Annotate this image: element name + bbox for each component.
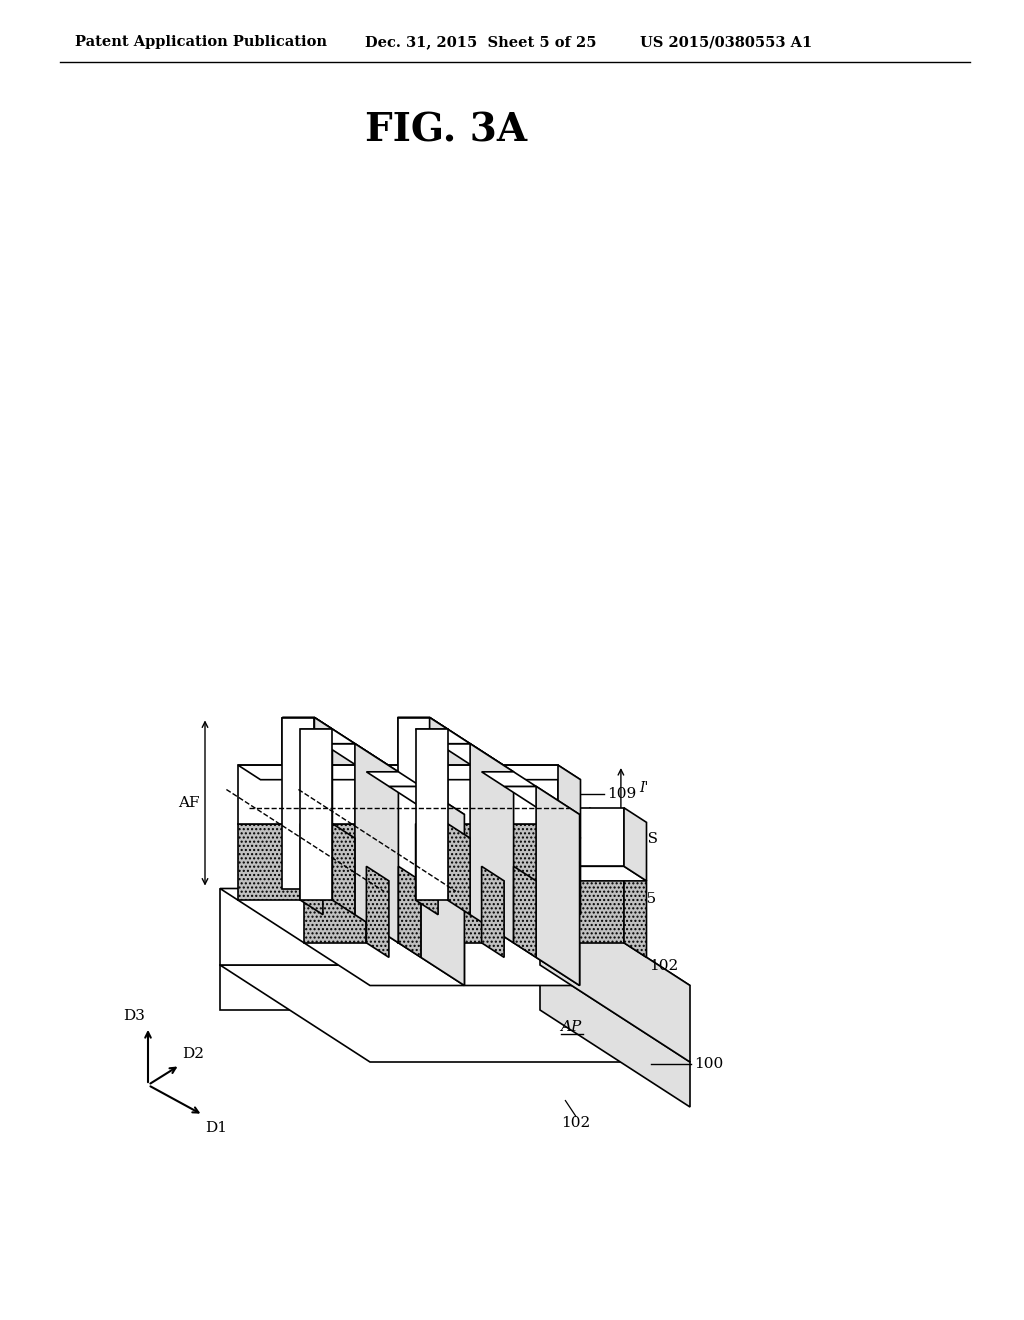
Polygon shape bbox=[333, 824, 416, 900]
Text: 102: 102 bbox=[561, 1117, 591, 1130]
Polygon shape bbox=[283, 718, 314, 888]
Text: 100: 100 bbox=[694, 1057, 724, 1072]
Polygon shape bbox=[397, 718, 447, 729]
Polygon shape bbox=[220, 888, 690, 986]
Polygon shape bbox=[333, 824, 355, 915]
Polygon shape bbox=[421, 787, 465, 986]
Polygon shape bbox=[624, 808, 646, 880]
Polygon shape bbox=[367, 866, 389, 957]
Polygon shape bbox=[220, 965, 690, 1063]
Polygon shape bbox=[304, 808, 624, 866]
Polygon shape bbox=[367, 772, 421, 787]
Polygon shape bbox=[355, 743, 398, 942]
Polygon shape bbox=[220, 888, 540, 965]
Polygon shape bbox=[304, 866, 367, 942]
Polygon shape bbox=[283, 718, 333, 729]
Text: I: I bbox=[321, 804, 327, 818]
Polygon shape bbox=[238, 824, 581, 838]
Polygon shape bbox=[558, 824, 581, 915]
Text: D2: D2 bbox=[182, 1047, 204, 1061]
Polygon shape bbox=[398, 866, 421, 957]
Polygon shape bbox=[514, 866, 537, 957]
Polygon shape bbox=[398, 866, 481, 942]
Text: SGS: SGS bbox=[626, 832, 658, 846]
Polygon shape bbox=[304, 866, 646, 880]
Polygon shape bbox=[314, 718, 333, 900]
Polygon shape bbox=[540, 965, 690, 1107]
Polygon shape bbox=[624, 866, 646, 957]
Polygon shape bbox=[397, 718, 430, 888]
Polygon shape bbox=[416, 729, 470, 743]
Polygon shape bbox=[220, 965, 540, 1010]
Text: II: II bbox=[296, 846, 306, 861]
Polygon shape bbox=[416, 729, 447, 900]
Polygon shape bbox=[397, 718, 580, 814]
Text: AF: AF bbox=[178, 796, 200, 810]
Polygon shape bbox=[389, 787, 465, 814]
Polygon shape bbox=[238, 766, 558, 824]
Polygon shape bbox=[283, 718, 314, 888]
Text: III': III' bbox=[534, 850, 554, 865]
Polygon shape bbox=[438, 743, 514, 772]
Polygon shape bbox=[238, 766, 581, 780]
Polygon shape bbox=[323, 743, 398, 772]
Polygon shape bbox=[447, 824, 558, 900]
Polygon shape bbox=[304, 866, 646, 880]
Polygon shape bbox=[537, 787, 580, 986]
Text: Dec. 31, 2015  Sheet 5 of 25: Dec. 31, 2015 Sheet 5 of 25 bbox=[365, 36, 597, 49]
Text: 102: 102 bbox=[649, 958, 679, 973]
Polygon shape bbox=[238, 824, 300, 900]
Polygon shape bbox=[416, 824, 438, 915]
Polygon shape bbox=[430, 718, 447, 900]
Text: II': II' bbox=[454, 774, 468, 788]
Text: D3: D3 bbox=[123, 1008, 145, 1023]
Text: 105: 105 bbox=[627, 892, 656, 907]
Polygon shape bbox=[300, 729, 333, 900]
Text: FIG. 3A: FIG. 3A bbox=[365, 111, 527, 149]
Text: 107: 107 bbox=[616, 861, 645, 875]
Polygon shape bbox=[283, 718, 465, 814]
Polygon shape bbox=[314, 718, 465, 986]
Polygon shape bbox=[470, 743, 514, 942]
Polygon shape bbox=[300, 729, 355, 743]
Text: 109: 109 bbox=[607, 788, 637, 801]
Polygon shape bbox=[430, 718, 580, 986]
Text: AP: AP bbox=[560, 1019, 582, 1034]
Polygon shape bbox=[504, 787, 580, 814]
Polygon shape bbox=[481, 866, 504, 957]
Polygon shape bbox=[514, 866, 624, 942]
Polygon shape bbox=[540, 888, 690, 1063]
Polygon shape bbox=[300, 824, 323, 915]
Text: III: III bbox=[306, 789, 323, 804]
Text: I': I' bbox=[639, 781, 649, 795]
Polygon shape bbox=[481, 772, 537, 787]
Polygon shape bbox=[397, 718, 430, 888]
Polygon shape bbox=[558, 766, 581, 838]
Text: D1: D1 bbox=[205, 1121, 227, 1135]
Text: US 2015/0380553 A1: US 2015/0380553 A1 bbox=[640, 36, 812, 49]
Text: Patent Application Publication: Patent Application Publication bbox=[75, 36, 327, 49]
Polygon shape bbox=[447, 824, 470, 915]
